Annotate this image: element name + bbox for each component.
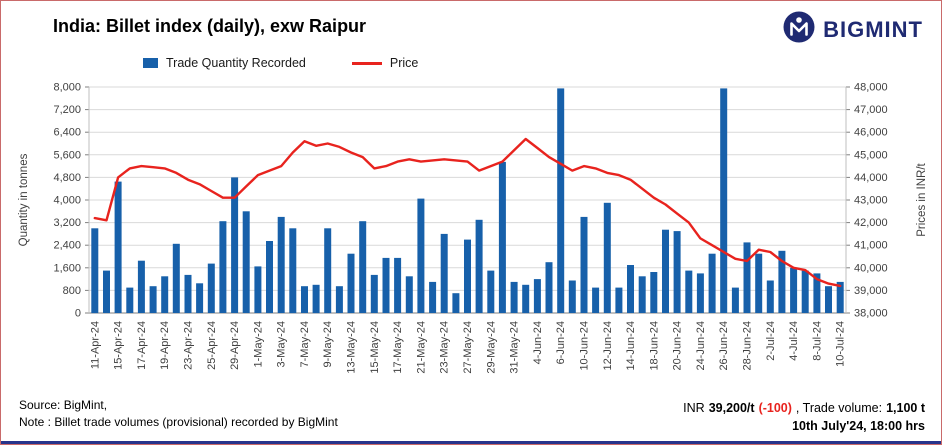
svg-text:4-Jul-24: 4-Jul-24 <box>788 321 800 361</box>
svg-text:40,000: 40,000 <box>854 262 888 274</box>
svg-text:800: 800 <box>63 285 81 297</box>
svg-text:8,000: 8,000 <box>53 82 81 94</box>
svg-text:44,000: 44,000 <box>854 172 888 184</box>
legend-quantity-label: Trade Quantity Recorded <box>166 56 306 70</box>
svg-text:2-Jul-24: 2-Jul-24 <box>765 321 777 361</box>
svg-text:2,400: 2,400 <box>53 240 81 252</box>
svg-text:0: 0 <box>75 308 81 320</box>
svg-text:8-Jul-24: 8-Jul-24 <box>811 321 823 361</box>
svg-text:41,000: 41,000 <box>854 240 888 252</box>
svg-text:7,200: 7,200 <box>53 104 81 116</box>
svg-text:43,000: 43,000 <box>854 195 888 207</box>
svg-text:1,600: 1,600 <box>53 262 81 274</box>
bottom-accent-bar <box>1 441 941 444</box>
svg-text:46,000: 46,000 <box>854 127 888 139</box>
svg-text:Prices in INR/t: Prices in INR/t <box>916 162 928 236</box>
billet-index-chart: 8,000 48,000 7,200 47,000 6,400 46,000 5,600 45… <box>18 82 928 374</box>
brand-wordmark: BIGMINT <box>823 16 923 42</box>
legend-bar-swatch <box>143 58 158 68</box>
price-prefix: INR <box>683 401 705 415</box>
legend-item-price: Price <box>351 56 419 70</box>
svg-text:12-Jun-24: 12-Jun-24 <box>602 321 614 371</box>
svg-text:6-Jun-24: 6-Jun-24 <box>555 321 567 364</box>
bigmint-logo-icon <box>782 10 816 49</box>
legend-price-label: Price <box>389 56 419 70</box>
svg-text:24-Jun-24: 24-Jun-24 <box>695 321 707 371</box>
svg-text:4,800: 4,800 <box>53 172 81 184</box>
chart-legend: Trade Quantity Recorded Price <box>143 56 418 70</box>
svg-text:47,000: 47,000 <box>854 104 888 116</box>
svg-text:29-Apr-24: 29-Apr-24 <box>229 321 241 370</box>
note-line: Note : Billet trade volumes (provisional… <box>19 415 338 429</box>
svg-text:31-May-24: 31-May-24 <box>509 321 521 374</box>
svg-text:21-May-24: 21-May-24 <box>415 321 427 374</box>
volume-value: 1,100 t <box>886 401 925 415</box>
bigmint-logo: BIGMINT <box>782 10 923 49</box>
svg-text:38,000: 38,000 <box>854 308 888 320</box>
svg-text:3-May-24: 3-May-24 <box>276 321 288 367</box>
svg-text:29-May-24: 29-May-24 <box>485 321 497 374</box>
price-summary-line: INR 39,200/t (-100), Trade volume: 1,100 t <box>683 399 925 417</box>
svg-text:14-Jun-24: 14-Jun-24 <box>625 321 637 371</box>
volume-label: , Trade volume: <box>795 401 883 415</box>
svg-text:19-Apr-24: 19-Apr-24 <box>159 321 171 370</box>
svg-text:23-Apr-24: 23-Apr-24 <box>182 321 194 370</box>
svg-text:45,000: 45,000 <box>854 149 888 161</box>
svg-text:3,200: 3,200 <box>53 217 81 229</box>
legend-item-quantity: Trade Quantity Recorded <box>143 56 306 70</box>
svg-text:Quantity in tonnes: Quantity in tonnes <box>18 153 30 246</box>
legend-line-swatch <box>351 61 382 65</box>
svg-text:15-Apr-24: 15-Apr-24 <box>113 321 125 370</box>
page-title: India: Billet index (daily), exw Raipur <box>53 16 367 36</box>
svg-text:9-May-24: 9-May-24 <box>322 321 334 367</box>
timestamp-line: 10th July'24, 18:00 hrs <box>792 419 925 433</box>
svg-text:5,600: 5,600 <box>53 149 81 161</box>
price-change: (-100) <box>758 401 792 415</box>
svg-text:17-May-24: 17-May-24 <box>392 321 404 374</box>
svg-text:42,000: 42,000 <box>854 217 888 229</box>
source-line: Source: BigMint, <box>19 398 108 412</box>
svg-text:11-Apr-24: 11-Apr-24 <box>89 321 101 369</box>
svg-text:20-Jun-24: 20-Jun-24 <box>672 321 684 371</box>
svg-text:27-May-24: 27-May-24 <box>462 321 474 374</box>
svg-text:4-Jun-24: 4-Jun-24 <box>532 321 544 364</box>
svg-text:28-Jun-24: 28-Jun-24 <box>742 321 754 371</box>
svg-text:26-Jun-24: 26-Jun-24 <box>718 321 730 371</box>
svg-text:15-May-24: 15-May-24 <box>369 321 381 374</box>
price-value: 39,200/t <box>708 401 755 415</box>
svg-text:7-May-24: 7-May-24 <box>299 321 311 367</box>
svg-text:39,000: 39,000 <box>854 285 888 297</box>
svg-text:23-May-24: 23-May-24 <box>439 321 451 374</box>
svg-text:18-Jun-24: 18-Jun-24 <box>648 321 660 371</box>
svg-text:1-May-24: 1-May-24 <box>252 321 264 367</box>
footer-price-block: INR 39,200/t (-100), Trade volume: 1,100 t … <box>683 399 925 435</box>
svg-text:48,000: 48,000 <box>854 82 888 94</box>
svg-text:6,400: 6,400 <box>53 127 81 139</box>
svg-text:10-Jun-24: 10-Jun-24 <box>578 321 590 371</box>
svg-text:10-Jul-24: 10-Jul-24 <box>835 321 847 367</box>
svg-text:13-May-24: 13-May-24 <box>346 321 358 374</box>
svg-text:4,000: 4,000 <box>53 195 81 207</box>
footer-source-block: Source: BigMint, Note : Billet trade vol… <box>19 397 338 431</box>
svg-text:25-Apr-24: 25-Apr-24 <box>206 321 218 370</box>
svg-text:17-Apr-24: 17-Apr-24 <box>136 321 148 370</box>
